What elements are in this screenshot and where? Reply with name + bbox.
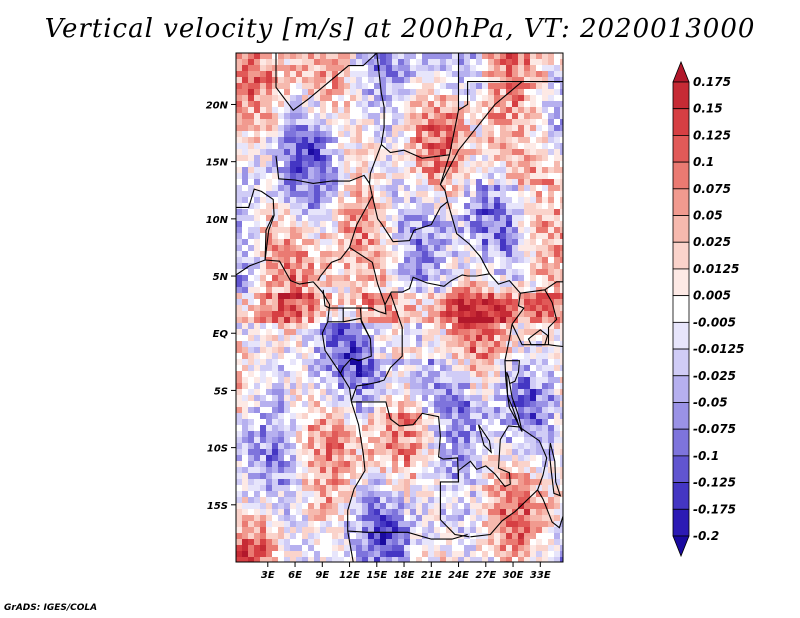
colorbar-segment	[672, 188, 690, 216]
boundary-line	[544, 289, 558, 345]
colorbar-segment	[672, 482, 690, 510]
boundary-line	[350, 293, 403, 401]
colorbar-label: 0.125	[693, 128, 731, 142]
boundary-line	[236, 259, 366, 562]
boundary-line	[439, 81, 523, 185]
x-tick-label: 18E	[394, 570, 415, 581]
boundary-line	[520, 281, 563, 294]
boundary-line	[457, 425, 548, 538]
colorbar-segment	[672, 108, 690, 136]
colorbar-label: -0.005	[693, 315, 736, 329]
boundary-line	[548, 442, 562, 497]
boundary-line	[347, 530, 468, 540]
colorbar-segment	[672, 455, 690, 483]
plot-frame	[235, 52, 564, 563]
colorbar-label: 0.075	[693, 182, 731, 196]
boundary-line	[527, 329, 549, 346]
boundary-line	[458, 81, 563, 111]
colorbar-segment	[672, 402, 690, 430]
boundary-line	[340, 317, 372, 374]
boundary-line	[322, 289, 330, 309]
colorbar-segment	[672, 295, 690, 323]
colorbar-label: -0.1	[693, 449, 719, 463]
colorbar-segment	[672, 135, 690, 163]
y-tick-label: 20N	[206, 100, 229, 111]
colorbar: 0.175 0.15 0.125 0.1 0.075 0.05 0.025 0.0125 0.0…	[672, 60, 744, 558]
colorbar-segment	[672, 161, 690, 190]
colorbar-label: 0.1	[693, 155, 714, 169]
grads-credit: GrADS: IGES/COLA	[4, 603, 98, 613]
y-tick-label: EQ	[213, 329, 229, 340]
colorbar-label: -0.025	[693, 369, 736, 383]
boundary-line	[368, 53, 385, 184]
colorbar-label: -0.075	[693, 422, 736, 436]
colorbar-segment	[672, 215, 690, 243]
boundary-line	[504, 360, 520, 385]
colorbar-segment	[672, 508, 690, 537]
boundary-line	[349, 246, 386, 305]
country-boundaries	[236, 53, 563, 562]
boundary-line	[264, 215, 274, 261]
colorbar-segment	[672, 348, 690, 377]
colorbar-label: 0.005	[693, 289, 731, 303]
y-tick-label: 10N	[206, 215, 229, 226]
x-tick-label: 24E	[448, 570, 469, 581]
boundary-line	[329, 201, 491, 315]
chart-title: Vertical velocity [m/s] at 200hPa, VT: 2…	[44, 14, 756, 44]
y-tick-label: 15S	[207, 501, 228, 512]
colorbar-label: -0.125	[693, 476, 736, 490]
y-axis: 20N 15N 10N 5N EQ 5S 10S 15S	[206, 100, 236, 512]
y-tick-label: 5N	[213, 272, 229, 283]
boundary-line	[351, 401, 470, 538]
colorbar-label: 0.0125	[693, 262, 739, 276]
colorbar-label: -0.0125	[693, 342, 744, 356]
colorbar-label: -0.175	[693, 502, 736, 516]
colorbar-label: 0.05	[693, 209, 723, 223]
colorbar-segment	[672, 81, 690, 110]
boundary-line	[359, 308, 371, 340]
x-tick-label: 30E	[503, 570, 524, 581]
boundary-line	[371, 154, 451, 243]
colorbar-label: 0.175	[693, 75, 731, 89]
x-tick-label: 33E	[530, 570, 551, 581]
y-tick-label: 10S	[207, 444, 228, 455]
y-tick-label: 15N	[206, 158, 229, 169]
y-tick-label: 5S	[214, 386, 228, 397]
colorbar-segment	[672, 321, 690, 350]
x-tick-label: 6E	[288, 570, 302, 581]
x-tick-label: 9E	[315, 570, 329, 581]
x-tick-label: 3E	[261, 570, 275, 581]
colorbar-segment	[672, 241, 690, 270]
x-tick-label: 15E	[366, 570, 387, 581]
x-tick-label: 12E	[339, 570, 360, 581]
colorbar-segment	[672, 428, 690, 457]
boundary-line	[488, 273, 525, 428]
colorbar-label: -0.05	[693, 395, 728, 409]
colorbar-segment	[672, 268, 690, 297]
boundary-line	[506, 371, 523, 432]
colorbar-label: 0.025	[693, 235, 731, 249]
boundary-line	[236, 188, 275, 261]
colorbar-segment	[672, 375, 690, 403]
x-axis: 3E 6E 9E 12E 15E 18E 21E 24E 27E 30E 33E	[261, 562, 551, 581]
colorbar-arrow-bottom	[672, 535, 690, 558]
boundary-line	[477, 424, 492, 454]
x-tick-label: 21E	[421, 570, 442, 581]
colorbar-arrow-top	[672, 60, 690, 83]
colorbar-label: 0.15	[693, 102, 723, 116]
streak-overlay	[236, 53, 563, 562]
boundary-line	[380, 53, 460, 159]
colorbar-label: -0.2	[693, 529, 719, 543]
boundary-line	[275, 53, 378, 111]
boundary-line	[275, 155, 373, 281]
x-tick-label: 27E	[475, 570, 496, 581]
boundary-line	[537, 489, 563, 529]
